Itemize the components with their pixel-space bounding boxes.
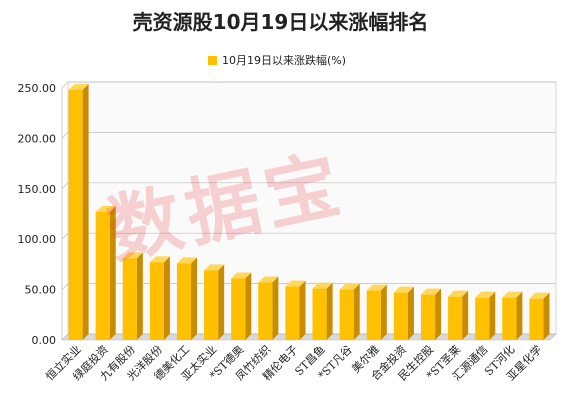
y-tick-label: 100.00 xyxy=(18,233,57,246)
legend: 10月19日以来涨跌幅(%) xyxy=(208,52,346,68)
bar xyxy=(448,296,463,340)
bar xyxy=(475,297,490,340)
y-tick-label: 50.00 xyxy=(25,284,57,297)
bar xyxy=(68,90,83,341)
bar-side xyxy=(136,252,143,340)
bar-side xyxy=(353,283,360,340)
bar-top xyxy=(312,282,333,289)
bar xyxy=(339,289,354,340)
bar-top xyxy=(176,257,198,264)
bar xyxy=(366,290,381,340)
bar xyxy=(204,270,219,340)
bar xyxy=(529,298,544,340)
bar xyxy=(285,286,300,340)
gridline-depth xyxy=(61,81,69,89)
bar-top xyxy=(285,280,306,287)
bar-top xyxy=(529,292,550,299)
bar xyxy=(420,294,436,340)
gridline-depth xyxy=(61,283,69,290)
y-tick-label: 200.00 xyxy=(18,132,57,145)
bar xyxy=(258,282,273,340)
bar-side xyxy=(218,264,225,340)
bar-side xyxy=(163,256,170,340)
bar-top xyxy=(68,84,89,91)
bar-top xyxy=(448,290,469,297)
bar-top xyxy=(339,283,360,290)
bar xyxy=(149,262,164,340)
bar-side xyxy=(489,291,496,340)
bar-side xyxy=(543,292,550,340)
bar xyxy=(231,278,246,340)
gridline-depth xyxy=(61,232,69,240)
y-tick-label: 150.00 xyxy=(18,183,57,196)
bar xyxy=(502,297,517,340)
legend-swatch xyxy=(208,55,217,65)
bar-top xyxy=(475,291,496,298)
bar-top xyxy=(393,286,414,293)
bar-side xyxy=(380,284,387,340)
chart-title: 壳资源股10月19日以来涨幅排名 xyxy=(132,10,429,34)
bar xyxy=(393,292,408,340)
gridline-depth xyxy=(61,182,69,190)
bar-top xyxy=(231,272,252,279)
bar-side xyxy=(516,291,523,340)
plot-wall xyxy=(67,81,557,335)
bar-top xyxy=(366,284,387,291)
bar-side xyxy=(326,282,333,340)
bar-top xyxy=(502,291,523,298)
bar-top xyxy=(258,276,279,283)
bar xyxy=(312,288,327,340)
bar-side xyxy=(191,257,198,340)
bar-side xyxy=(407,286,414,340)
bar-side xyxy=(109,205,116,340)
bar-top xyxy=(149,256,170,263)
bar xyxy=(95,211,110,340)
bar xyxy=(176,263,192,340)
bar xyxy=(122,258,137,340)
bar-top xyxy=(204,264,225,271)
legend-label: 10月19日以来涨跌幅(%) xyxy=(222,54,347,67)
bar-side xyxy=(272,276,279,340)
y-tick-label: 0.00 xyxy=(32,334,57,347)
bar-top xyxy=(420,288,442,295)
y-tick-label: 250.00 xyxy=(18,82,57,95)
bar-side xyxy=(299,280,306,340)
gridline-depth xyxy=(61,132,69,139)
bar-side xyxy=(245,272,252,340)
bar-side xyxy=(462,290,469,340)
bar-top xyxy=(122,252,143,259)
gridline-depth xyxy=(61,333,69,341)
bar-side xyxy=(435,288,442,340)
bar-top xyxy=(95,205,116,212)
bar-side xyxy=(82,84,89,341)
